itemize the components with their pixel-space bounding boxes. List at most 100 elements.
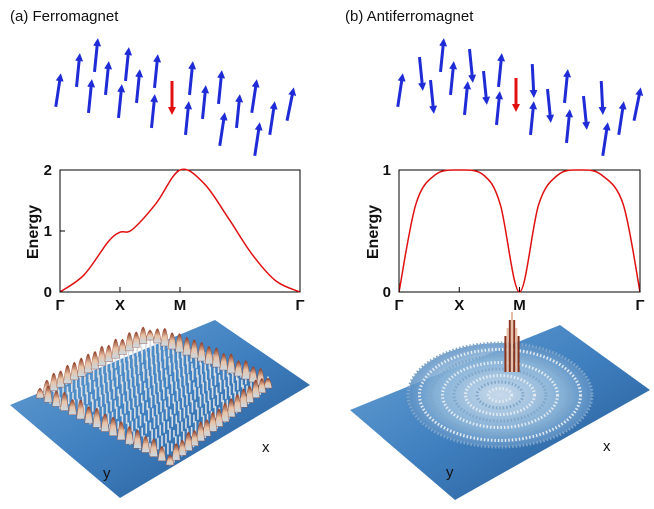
- spin-arrow-up: [565, 109, 574, 144]
- surface-plot-a: x y: [10, 320, 310, 498]
- x-tick-label: M: [174, 297, 187, 314]
- spin-arrow-down: [468, 48, 477, 83]
- spin-arrow-down: [598, 80, 607, 115]
- surface-peak: [56, 370, 65, 388]
- panel-b-title: (b) Antiferromagnet: [345, 8, 474, 25]
- surface-peak: [145, 330, 155, 341]
- surface-peak: [97, 345, 107, 366]
- surface-peak: [141, 435, 150, 453]
- surface-peak: [133, 429, 142, 449]
- surface-peak: [60, 391, 69, 411]
- spin-arrow-up: [396, 73, 406, 108]
- plot-a-frame: [59, 169, 301, 293]
- surface-peak: [196, 421, 205, 442]
- spin-arrow-up: [104, 61, 113, 96]
- spin-arrow-up: [188, 61, 197, 96]
- surface-peak: [125, 426, 134, 445]
- spin-arrow-up: [150, 94, 159, 129]
- x-tick-label: X: [115, 297, 125, 314]
- surface-peak: [208, 411, 218, 432]
- x-tick-label: Γ: [55, 297, 64, 314]
- surface-peak: [100, 413, 110, 432]
- surface-peak: [251, 379, 260, 398]
- surface-plot-b: x y: [350, 312, 650, 500]
- surface-a-x-label: x: [262, 439, 270, 456]
- spin-arrow-down: [582, 95, 591, 130]
- surface-peak: [227, 398, 236, 418]
- x-tick-label: Γ: [394, 297, 403, 314]
- spin-arrow-down: [546, 88, 555, 123]
- surface-peak: [138, 326, 148, 344]
- spin-arrow-up: [117, 84, 126, 119]
- surface-peak: [35, 387, 45, 399]
- spin-arrow-up: [632, 87, 644, 121]
- surface-peak: [90, 351, 100, 370]
- surface-peak: [52, 390, 61, 407]
- surface-peak: [43, 385, 53, 403]
- spin-lattice-ferromagnet: [54, 38, 297, 157]
- spin-arrow-up: [253, 122, 263, 157]
- surface-a-plane: [10, 320, 310, 498]
- spin-arrow-down: [418, 56, 427, 91]
- spin-arrow-up: [463, 81, 472, 116]
- surface-ripple-ring: [464, 374, 536, 416]
- surface-peak: [76, 399, 85, 420]
- spin-arrow-up: [218, 112, 228, 147]
- surface-ripple-ring: [441, 361, 559, 429]
- spin-arrow-up: [235, 94, 244, 129]
- surface-peak: [149, 438, 158, 457]
- y-tick-label: 0: [44, 284, 52, 301]
- spin-arrow-up: [439, 38, 448, 73]
- spin-arrow-up: [529, 101, 538, 136]
- surface-a-peaks: [35, 326, 273, 466]
- plot-b-ylabel: Energy: [365, 205, 382, 259]
- surface-ripple-ring: [452, 367, 548, 423]
- surface-peak: [84, 406, 93, 424]
- spin-arrow-up: [495, 91, 504, 126]
- x-tick-label: M: [513, 297, 526, 314]
- surface-b-ripples: [406, 312, 594, 449]
- surface-peak: [190, 430, 199, 446]
- surface-peak: [49, 372, 58, 391]
- surface-ripple-disk: [408, 343, 592, 447]
- surface-peak: [104, 344, 113, 362]
- surface-peak: [157, 446, 167, 462]
- x-tick-label: X: [454, 297, 464, 314]
- surface-peak: [111, 338, 120, 359]
- surface-peak: [165, 455, 175, 466]
- surface-ripple-ring: [487, 387, 513, 403]
- surface-peak: [171, 443, 181, 461]
- surface-b-x-label: x: [603, 438, 611, 455]
- plot-b-frame: [398, 169, 641, 293]
- surface-peak: [178, 439, 187, 456]
- x-tick-label: Γ: [295, 297, 304, 314]
- spin-arrow-up: [617, 101, 627, 136]
- surface-peak: [70, 361, 79, 381]
- x-tick-label: Γ: [635, 297, 644, 314]
- plot-a-curve: [59, 168, 301, 293]
- y-tick-label: 0: [383, 284, 391, 301]
- spin-arrow-up: [449, 61, 458, 96]
- surface-peak: [125, 332, 134, 352]
- surface-peak: [77, 357, 86, 377]
- spin-arrow-up: [93, 38, 102, 73]
- spin-arrow-up: [201, 85, 210, 120]
- surface-ripple-ring: [429, 354, 571, 436]
- surface-peak: [153, 328, 162, 344]
- spin-arrow-up: [135, 69, 144, 104]
- spin-arrow-up: [285, 87, 297, 121]
- spin-arrow-up: [75, 53, 84, 88]
- spin-arrow-up: [87, 79, 96, 114]
- dispersion-plot-b: Γ X M Γ01 Energy: [365, 162, 645, 314]
- surface-peak: [220, 402, 230, 422]
- surface-peak: [202, 419, 211, 437]
- surface-peak: [245, 385, 254, 403]
- plot-b-curve: [398, 169, 641, 293]
- surface-peak: [68, 399, 77, 415]
- surface-peak: [117, 421, 126, 441]
- surface-peak: [83, 353, 93, 373]
- surface-peak: [92, 407, 102, 428]
